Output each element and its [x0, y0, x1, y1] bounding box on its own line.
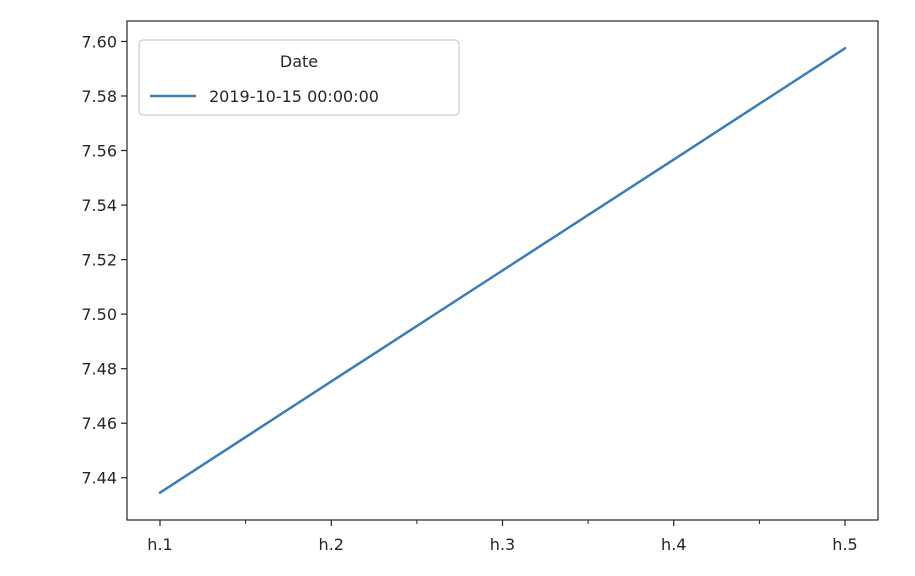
legend-box	[138, 39, 460, 116]
data-point	[501, 269, 504, 272]
data-point	[843, 47, 847, 50]
y-tick-label: 7.60	[81, 32, 117, 51]
data-point	[672, 158, 675, 161]
y-tick-label: 7.54	[81, 196, 117, 215]
y-tick-label: 7.56	[81, 142, 117, 161]
x-tick-label: h.4	[661, 535, 686, 554]
y-tick-label: 7.52	[81, 251, 117, 270]
y-tick-label: 7.44	[81, 469, 117, 488]
legend: Date 2019-10-15 00:00:00	[138, 39, 460, 116]
x-tick-label: h.5	[832, 535, 857, 554]
y-tick-label: 7.58	[81, 87, 117, 106]
y-tick-label: 7.46	[81, 414, 117, 433]
series-layer	[158, 47, 847, 494]
legend-title: Date	[280, 52, 318, 71]
x-tick-label: h.1	[147, 535, 172, 554]
x-tick-label: h.2	[319, 535, 344, 554]
y-tick-label: 7.48	[81, 360, 117, 379]
x-axis: h.1 h.2 h.3 h.4 h.5	[147, 520, 858, 554]
data-point	[330, 380, 333, 383]
y-axis: 7.44 7.46 7.48 7.50 7.52 7.54 7.56 7.58 7.60	[81, 32, 127, 488]
x-tick-label: h.3	[490, 535, 515, 554]
data-point	[158, 491, 162, 494]
y-tick-label: 7.50	[81, 305, 117, 324]
legend-label: 2019-10-15 00:00:00	[209, 87, 379, 106]
